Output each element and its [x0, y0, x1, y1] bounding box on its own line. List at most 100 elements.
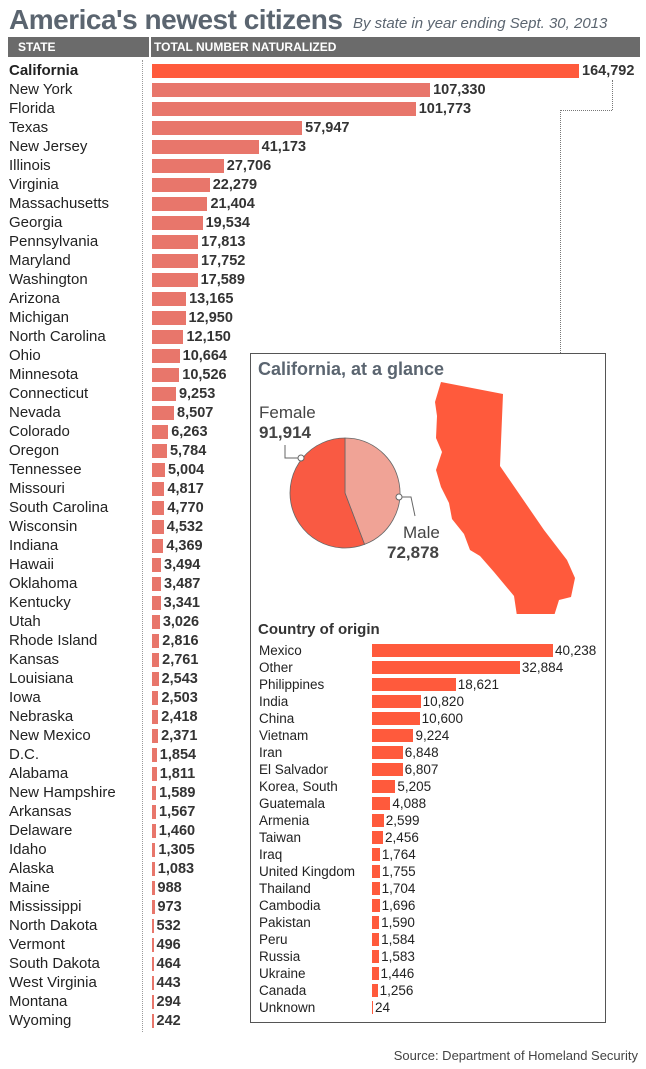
- country-label-iraq: Iraq: [259, 847, 283, 862]
- state-label-hawaii: Hawaii: [9, 556, 55, 573]
- state-bar-wisconsin: [152, 520, 164, 534]
- state-value-california: 164,792: [582, 63, 635, 79]
- state-label-illinois: Illinois: [9, 157, 51, 174]
- country-bar-iran: [372, 746, 403, 759]
- state-value-delaware: 1,460: [158, 823, 196, 839]
- state-label-maryland: Maryland: [9, 252, 71, 269]
- country-label-armenia: Armenia: [259, 813, 310, 828]
- state-value-south-dakota: 464: [156, 956, 181, 972]
- state-bar-north-dakota: [152, 919, 154, 933]
- state-value-connecticut: 9,253: [178, 386, 216, 402]
- female-value: 91,914: [259, 423, 311, 442]
- state-bar-west-virginia: [152, 976, 154, 990]
- state-value-idaho: 1,305: [158, 842, 195, 858]
- state-label-tennessee: Tennessee: [9, 461, 82, 478]
- state-value-montana: 294: [156, 994, 181, 1010]
- country-label-vietnam: Vietnam: [259, 728, 309, 743]
- california-map: [435, 382, 575, 614]
- california-shape: [435, 382, 575, 614]
- country-bar-united-kingdom: [372, 865, 380, 878]
- state-bar-d-c: [152, 748, 157, 762]
- country-bar-peru: [372, 933, 380, 946]
- country-bar-guatemala: [372, 797, 391, 810]
- state-label-south-carolina: South Carolina: [9, 499, 109, 516]
- country-label-russia: Russia: [259, 949, 301, 964]
- state-bar-utah: [152, 615, 160, 629]
- state-label-south-dakota: South Dakota: [9, 955, 100, 972]
- leader-line-horizontal: [560, 110, 612, 111]
- state-label-alaska: Alaska: [9, 860, 55, 877]
- state-bar-louisiana: [152, 672, 159, 686]
- male-marker: [395, 493, 403, 501]
- state-value-nebraska: 2,418: [161, 709, 198, 725]
- state-bar-nevada: [152, 406, 175, 420]
- state-label-iowa: Iowa: [9, 689, 41, 706]
- country-bar-pakistan: [372, 916, 380, 929]
- state-value-maryland: 17,752: [200, 253, 246, 269]
- country-value-el-salvador: 6,807: [404, 762, 439, 777]
- state-label-kentucky: Kentucky: [9, 594, 71, 611]
- state-label-north-dakota: North Dakota: [9, 917, 98, 934]
- state-bar-maine: [152, 881, 155, 895]
- country-label-ukraine: Ukraine: [259, 966, 306, 981]
- country-value-iran: 6,848: [404, 745, 439, 760]
- state-value-maine: 988: [157, 880, 182, 896]
- state-bar-illinois: [152, 159, 224, 173]
- state-bar-wyoming: [152, 1014, 154, 1028]
- country-value-unknown: 24: [375, 1000, 391, 1015]
- state-bar-vermont: [152, 938, 154, 952]
- state-value-louisiana: 2,543: [161, 671, 198, 687]
- state-value-new-mexico: 2,371: [161, 728, 198, 744]
- state-label-minnesota: Minnesota: [9, 366, 79, 383]
- country-value-iraq: 1,764: [381, 847, 416, 862]
- country-bar-philippines: [372, 678, 456, 691]
- country-label-philippines: Philippines: [259, 677, 325, 692]
- country-value-united-kingdom: 1,755: [381, 864, 416, 879]
- state-bar-michigan: [152, 311, 186, 325]
- country-label-korea-south: Korea, South: [259, 779, 338, 794]
- state-bar-idaho: [152, 843, 156, 857]
- state-label-north-carolina: North Carolina: [9, 328, 106, 345]
- country-value-guatemala: 4,088: [392, 796, 427, 811]
- state-value-vermont: 496: [156, 937, 181, 953]
- state-label-arkansas: Arkansas: [9, 803, 72, 820]
- state-label-virginia: Virginia: [9, 176, 59, 193]
- state-value-indiana: 4,369: [166, 538, 203, 554]
- panel-title: California, at a glance: [258, 359, 445, 379]
- country-label-unknown: Unknown: [259, 1000, 316, 1015]
- state-label-georgia: Georgia: [9, 214, 63, 231]
- state-value-missouri: 4,817: [167, 481, 204, 497]
- state-value-new-jersey: 41,173: [261, 139, 307, 155]
- country-value-india: 10,820: [422, 694, 464, 709]
- state-label-kansas: Kansas: [9, 651, 60, 668]
- pie-slice-male: [344, 437, 401, 545]
- state-label-idaho: Idaho: [9, 841, 47, 858]
- country-value-canada: 1,256: [379, 983, 414, 998]
- state-value-massachusetts: 21,404: [210, 196, 255, 212]
- state-label-west-virginia: West Virginia: [9, 974, 97, 991]
- country-bar-thailand: [372, 882, 380, 895]
- state-label-new-york: New York: [9, 81, 73, 98]
- country-bar-india: [372, 695, 421, 708]
- country-bar-korea-south: [372, 780, 396, 793]
- state-label-delaware: Delaware: [9, 822, 73, 839]
- country-label-el-salvador: El Salvador: [259, 762, 329, 777]
- state-value-minnesota: 10,526: [182, 367, 227, 383]
- state-value-georgia: 19,534: [205, 215, 250, 231]
- state-value-pennsylvania: 17,813: [201, 234, 246, 250]
- country-label-pakistan: Pakistan: [259, 915, 311, 930]
- country-bar-unknown: [372, 1001, 373, 1014]
- state-label-connecticut: Connecticut: [9, 385, 89, 402]
- state-label-wisconsin: Wisconsin: [9, 518, 78, 535]
- state-label-indiana: Indiana: [9, 537, 59, 554]
- country-value-other: 32,884: [521, 660, 564, 675]
- country-value-armenia: 2,599: [385, 813, 420, 828]
- country-bar-mexico: [372, 644, 553, 657]
- leader-line-vertical: [560, 110, 561, 353]
- state-value-oklahoma: 3,487: [164, 576, 201, 592]
- country-value-cambodia: 1,696: [381, 898, 416, 913]
- state-value-tennessee: 5,004: [167, 462, 205, 478]
- country-value-pakistan: 1,590: [381, 915, 415, 930]
- california-panel: California, at a glance Female 91,914 Ma…: [250, 353, 606, 1023]
